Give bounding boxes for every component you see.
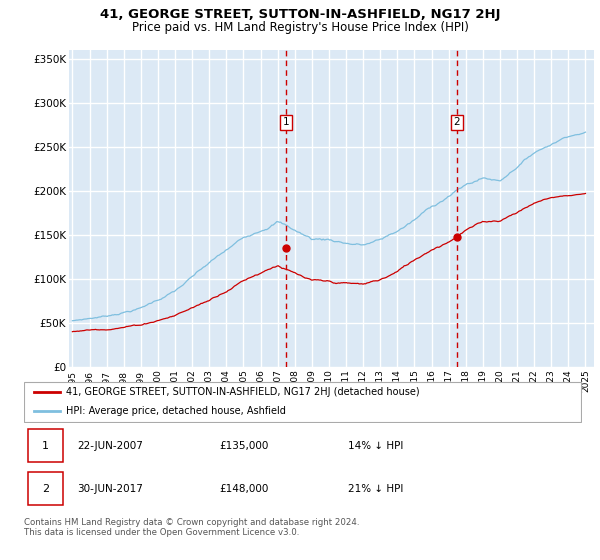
Text: 41, GEORGE STREET, SUTTON-IN-ASHFIELD, NG17 2HJ: 41, GEORGE STREET, SUTTON-IN-ASHFIELD, N… [100, 8, 500, 21]
Text: £148,000: £148,000 [220, 484, 269, 494]
Text: HPI: Average price, detached house, Ashfield: HPI: Average price, detached house, Ashf… [66, 407, 286, 417]
Text: 30-JUN-2017: 30-JUN-2017 [77, 484, 143, 494]
FancyBboxPatch shape [28, 429, 63, 462]
Text: Contains HM Land Registry data © Crown copyright and database right 2024.
This d: Contains HM Land Registry data © Crown c… [24, 518, 359, 538]
Text: 14% ↓ HPI: 14% ↓ HPI [347, 441, 403, 451]
FancyBboxPatch shape [24, 382, 581, 422]
Text: 22-JUN-2007: 22-JUN-2007 [77, 441, 143, 451]
Text: 21% ↓ HPI: 21% ↓ HPI [347, 484, 403, 494]
Text: £135,000: £135,000 [220, 441, 269, 451]
Text: 1: 1 [283, 118, 289, 128]
Text: Price paid vs. HM Land Registry's House Price Index (HPI): Price paid vs. HM Land Registry's House … [131, 21, 469, 34]
FancyBboxPatch shape [28, 473, 63, 506]
Text: 2: 2 [42, 484, 49, 494]
Text: 2: 2 [454, 118, 460, 128]
Text: 41, GEORGE STREET, SUTTON-IN-ASHFIELD, NG17 2HJ (detached house): 41, GEORGE STREET, SUTTON-IN-ASHFIELD, N… [66, 387, 419, 397]
Text: 1: 1 [42, 441, 49, 451]
